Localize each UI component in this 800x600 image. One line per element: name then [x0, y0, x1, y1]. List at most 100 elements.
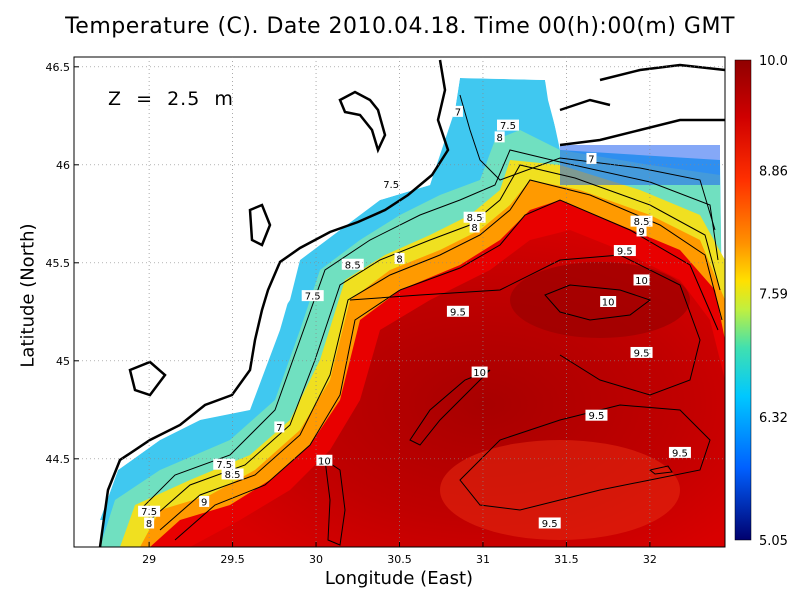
- contour-10-small: [648, 465, 673, 475]
- contour-9.5-south: [459, 404, 711, 511]
- contour-7.5: [139, 149, 719, 511]
- ne-coast: [559, 63, 725, 147]
- contour-label: 8.5: [341, 258, 364, 271]
- contour-label: 9.5: [668, 446, 691, 459]
- contour-label-text: 9.5: [450, 307, 466, 318]
- x-axis-label: Longitude (East): [324, 568, 474, 589]
- contour-8: [149, 164, 721, 521]
- contour-label-bg: [636, 225, 647, 237]
- contour-label-text: 9.5: [589, 411, 605, 422]
- contour-label: 8: [494, 131, 505, 144]
- contour-label: 9.5: [613, 245, 636, 258]
- contour-label-bg: [316, 454, 333, 466]
- contour-label-bg: [494, 131, 505, 143]
- contour-label-text: 8.5: [225, 470, 241, 481]
- contour-label-text: 8.5: [467, 213, 483, 224]
- contour-label-text: 9.5: [672, 448, 688, 459]
- contour-label-text: 7.5: [216, 460, 232, 471]
- warm-south: [440, 440, 680, 540]
- contour-label: 7.5: [497, 119, 519, 132]
- contour-label: 7.5: [380, 178, 403, 191]
- contour-label-text: 9: [201, 497, 207, 508]
- x-tick-label: 31.5: [554, 553, 579, 566]
- contour-label: 8: [144, 517, 155, 530]
- contour-label-text: 7.5: [141, 507, 157, 518]
- contour-label: 9.5: [538, 517, 561, 530]
- contour-label-bg: [301, 290, 324, 302]
- contour-label-text: 7: [455, 107, 461, 118]
- contour-9: [174, 199, 719, 541]
- contour-label-text: 10: [318, 456, 331, 467]
- contour-label-bg: [538, 517, 561, 529]
- contour-label: 10: [600, 296, 617, 309]
- contour-label-bg: [600, 296, 617, 307]
- contour-label: 9: [636, 225, 647, 238]
- contour-label: 9.5: [630, 346, 653, 359]
- coastline: [98, 59, 450, 547]
- contour-label-text: 7.5: [305, 292, 321, 303]
- contour-label-bg: [144, 517, 155, 529]
- depth-label: Z = 2.5 m: [108, 88, 234, 110]
- contour-label-text: 7.5: [500, 121, 516, 132]
- x-tick-label: 30.5: [387, 553, 412, 566]
- contour-label: 9: [199, 495, 210, 508]
- colorbar-ticks: 10.0 8.86 7.59 6.32 5.05: [759, 54, 788, 549]
- contour-9.5: [349, 254, 701, 396]
- island-coast: [338, 90, 387, 154]
- x-tick-label: 30: [309, 553, 323, 566]
- delta-coast: [248, 203, 272, 247]
- contour-label-bg: [585, 409, 608, 421]
- contour-label-bg: [380, 178, 403, 190]
- colorbar-tick-label: 6.32: [759, 411, 788, 426]
- y-tick-label: 45: [56, 355, 70, 368]
- contour-label-bg: [138, 505, 161, 517]
- contour-label: 9.5: [446, 305, 469, 318]
- contour-label-layer: 77.5877.58.588.599.588.510107.59.59.5109…: [138, 105, 691, 530]
- y-tick-label: 45.5: [46, 257, 71, 270]
- contour-label: 8.5: [630, 215, 653, 228]
- colorbar-tick-label: 7.59: [759, 288, 788, 303]
- contour-label: 9.5: [585, 409, 608, 422]
- y-tick-label: 46.5: [46, 61, 71, 74]
- warm-core: [510, 262, 690, 338]
- contour-label-text: 9.5: [617, 247, 633, 258]
- contour-label: 8.5: [221, 468, 244, 481]
- contour-label-text: 8.5: [345, 260, 361, 271]
- contour-label-bg: [274, 421, 285, 433]
- contour-label-text: 10: [473, 368, 486, 379]
- contour-label-text: 8: [396, 254, 402, 265]
- contour-label-bg: [446, 305, 469, 317]
- y-tick-label: 46: [56, 159, 70, 172]
- contour-label-bg: [469, 221, 480, 233]
- lake-coast: [128, 360, 167, 397]
- contour-label: 7: [586, 152, 597, 165]
- contour-label-bg: [463, 211, 486, 223]
- axis-ticks: 29 29.5 30 30.5 31 31.5 32 44.5 45 45.5 46 46.5: [46, 61, 657, 566]
- contour-10-west: [324, 458, 346, 546]
- contour-label-text: 8: [471, 223, 477, 234]
- colorbar-tick-label: 10.0: [759, 54, 788, 69]
- contour-label-bg: [452, 105, 463, 117]
- x-tick-label: 31: [476, 553, 490, 566]
- contour-label: 7.5: [301, 290, 324, 303]
- contour-label-text: 8: [496, 133, 502, 144]
- contour-label-text: 9.5: [542, 519, 558, 530]
- x-tick-label: 29.5: [220, 553, 245, 566]
- contour-label-bg: [586, 152, 597, 164]
- contour-label: 10: [316, 454, 333, 467]
- contour-label-text: 10: [602, 298, 615, 309]
- contour-label-bg: [497, 119, 519, 131]
- contour-8.5: [159, 179, 723, 531]
- colorbar: [734, 59, 752, 541]
- contour-label-text: 9: [638, 227, 644, 238]
- contour-label: 7: [274, 421, 285, 434]
- colorbar-tick-label: 5.05: [759, 534, 788, 549]
- contour-label-bg: [668, 446, 691, 458]
- contour-lines: [139, 94, 723, 546]
- contour-label-text: 10: [635, 276, 648, 287]
- contour-label-bg: [199, 495, 210, 507]
- x-tick-label: 32: [643, 553, 657, 566]
- contour-label-text: 9.5: [634, 348, 650, 359]
- contour-label-text: 7: [276, 423, 282, 434]
